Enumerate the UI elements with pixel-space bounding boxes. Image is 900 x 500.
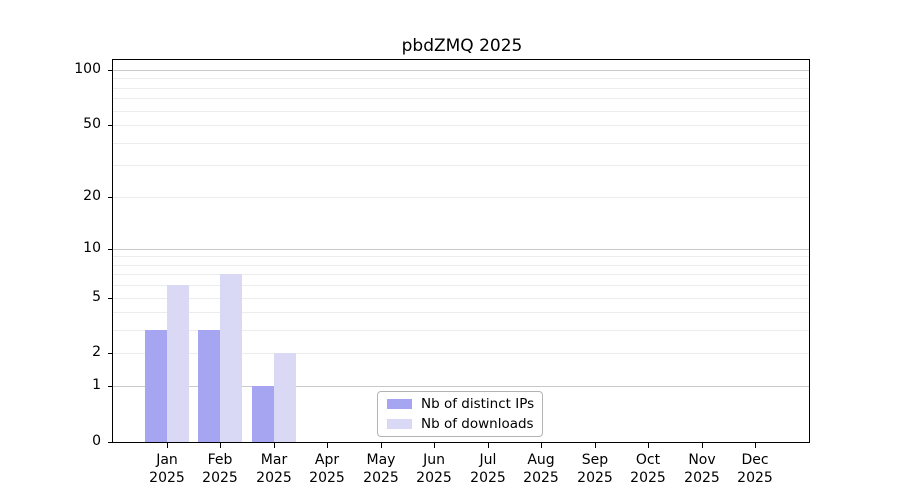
bar-jan-downloads bbox=[167, 285, 189, 442]
x-tick-year-mar: 2025 bbox=[256, 470, 292, 486]
x-tick-label-dec: Dec 2025 bbox=[725, 451, 785, 487]
x-tick-may bbox=[381, 443, 382, 448]
x-tick-year-feb: 2025 bbox=[202, 470, 238, 486]
y-tick-10 bbox=[108, 249, 112, 250]
x-tick-label-may: May 2025 bbox=[351, 451, 411, 487]
x-tick-jul bbox=[488, 443, 489, 448]
gridline-6 bbox=[113, 285, 809, 286]
x-tick-label-sep: Sep 2025 bbox=[565, 451, 625, 487]
gridline-7 bbox=[113, 274, 809, 275]
x-tick-oct bbox=[648, 443, 649, 448]
y-tick-100 bbox=[108, 70, 112, 71]
y-tick-label-0: 0 bbox=[92, 433, 101, 449]
y-tick-label-2: 2 bbox=[92, 344, 101, 360]
x-tick-year-jul: 2025 bbox=[470, 470, 506, 486]
x-tick-label-jan: Jan 2025 bbox=[137, 451, 197, 487]
x-tick-label-nov: Nov 2025 bbox=[672, 451, 732, 487]
gridline-5 bbox=[113, 298, 809, 299]
y-tick-50 bbox=[108, 125, 112, 126]
gridline-80 bbox=[113, 88, 809, 89]
bar-feb-ips bbox=[198, 330, 220, 442]
gridline-10 bbox=[113, 249, 809, 250]
gridline-3 bbox=[113, 330, 809, 331]
x-tick-year-oct: 2025 bbox=[630, 470, 666, 486]
y-tick-label-5: 5 bbox=[92, 289, 101, 305]
gridline-60 bbox=[113, 111, 809, 112]
x-tick-label-oct: Oct 2025 bbox=[618, 451, 678, 487]
x-tick-label-jul: Jul 2025 bbox=[458, 451, 518, 487]
legend: Nb of distinct IPs Nb of downloads bbox=[377, 391, 543, 437]
x-tick-jan bbox=[167, 443, 168, 448]
y-tick-label-1: 1 bbox=[92, 377, 101, 393]
x-tick-label-apr: Apr 2025 bbox=[297, 451, 357, 487]
legend-row-downloads: Nb of downloads bbox=[387, 416, 534, 432]
bar-mar-ips bbox=[252, 386, 274, 442]
gridline-2 bbox=[113, 353, 809, 354]
gridline-70 bbox=[113, 98, 809, 99]
x-tick-year-jan: 2025 bbox=[149, 470, 185, 486]
y-tick-20 bbox=[108, 197, 112, 198]
x-tick-aug bbox=[541, 443, 542, 448]
legend-label-distinct-ips: Nb of distinct IPs bbox=[421, 396, 535, 412]
x-tick-mar bbox=[274, 443, 275, 448]
y-tick-label-50: 50 bbox=[83, 116, 101, 132]
x-tick-apr bbox=[327, 443, 328, 448]
x-tick-year-nov: 2025 bbox=[684, 470, 720, 486]
x-tick-label-mar: Mar 2025 bbox=[244, 451, 304, 487]
x-tick-sep bbox=[595, 443, 596, 448]
x-tick-label-jun: Jun 2025 bbox=[404, 451, 464, 487]
x-tick-jun bbox=[434, 443, 435, 448]
gridline-50 bbox=[113, 125, 809, 126]
gridline-20 bbox=[113, 197, 809, 198]
legend-swatch-distinct-ips-icon bbox=[387, 399, 412, 409]
x-tick-year-aug: 2025 bbox=[523, 470, 559, 486]
bar-jan-ips bbox=[145, 330, 167, 442]
x-tick-year-jun: 2025 bbox=[416, 470, 452, 486]
x-tick-label-feb: Feb 2025 bbox=[190, 451, 250, 487]
y-tick-5 bbox=[108, 298, 112, 299]
y-tick-label-100: 100 bbox=[74, 61, 101, 77]
plot-area bbox=[112, 59, 810, 443]
gridline-100 bbox=[113, 70, 809, 71]
chart-title: pbdZMQ 2025 bbox=[401, 36, 523, 56]
gridline-90 bbox=[113, 78, 809, 79]
y-tick-label-10: 10 bbox=[83, 240, 101, 256]
gridline-4 bbox=[113, 312, 809, 313]
gridline-40 bbox=[113, 143, 809, 144]
x-tick-year-sep: 2025 bbox=[577, 470, 613, 486]
bar-feb-downloads bbox=[220, 274, 242, 442]
gridline-1 bbox=[113, 386, 809, 387]
gridline-30 bbox=[113, 165, 809, 166]
y-tick-2 bbox=[108, 353, 112, 354]
y-tick-0 bbox=[108, 442, 112, 443]
gridline-8 bbox=[113, 265, 809, 266]
x-tick-year-may: 2025 bbox=[363, 470, 399, 486]
x-tick-year-dec: 2025 bbox=[737, 470, 773, 486]
bar-mar-downloads bbox=[274, 353, 296, 442]
x-tick-nov bbox=[702, 443, 703, 448]
x-tick-year-apr: 2025 bbox=[309, 470, 345, 486]
x-tick-dec bbox=[755, 443, 756, 448]
x-tick-feb bbox=[220, 443, 221, 448]
legend-row-distinct-ips: Nb of distinct IPs bbox=[387, 396, 535, 412]
x-tick-label-aug: Aug 2025 bbox=[511, 451, 571, 487]
legend-label-downloads: Nb of downloads bbox=[421, 416, 534, 432]
y-tick-label-20: 20 bbox=[83, 188, 101, 204]
legend-swatch-downloads-icon bbox=[387, 419, 412, 429]
y-tick-1 bbox=[108, 386, 112, 387]
gridline-9 bbox=[113, 256, 809, 257]
